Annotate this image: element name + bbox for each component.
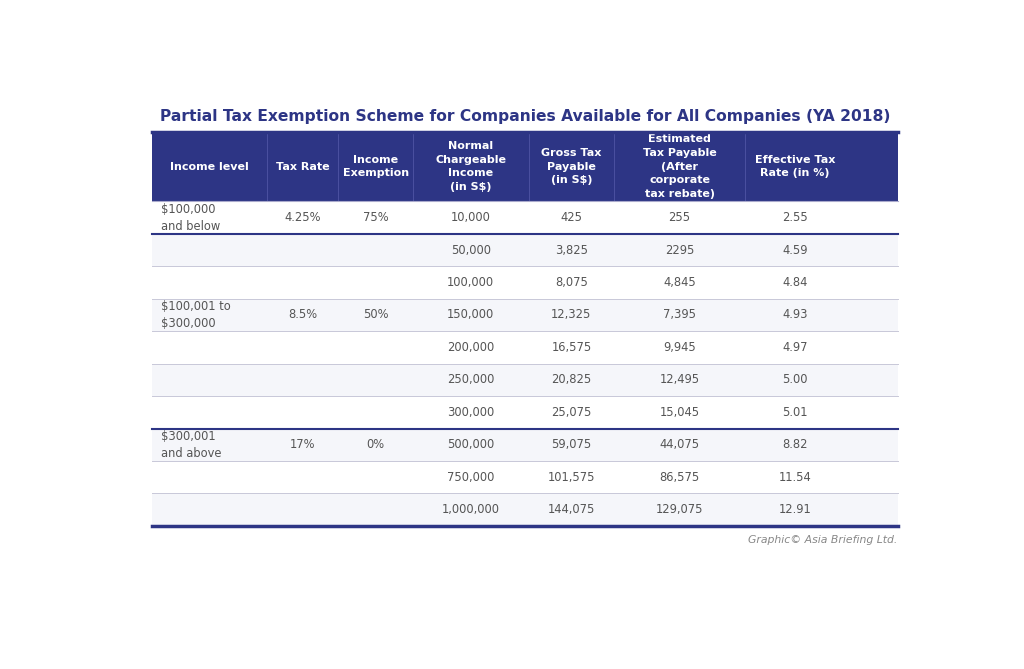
Text: 12.91: 12.91 [779, 503, 812, 516]
Text: 4.97: 4.97 [782, 341, 808, 354]
Text: Effective Tax
Rate (in %): Effective Tax Rate (in %) [755, 155, 836, 179]
Text: 50,000: 50,000 [451, 244, 490, 256]
Text: 20,825: 20,825 [551, 373, 592, 386]
Text: 5.00: 5.00 [782, 373, 808, 386]
Bar [152, 494, 898, 526]
Bar [152, 298, 898, 331]
Bar [152, 331, 898, 364]
Bar [152, 201, 898, 233]
Text: 2.55: 2.55 [782, 211, 808, 224]
Text: 1,000,000: 1,000,000 [441, 503, 500, 516]
Text: 250,000: 250,000 [447, 373, 495, 386]
Text: 8,075: 8,075 [555, 276, 588, 289]
Text: 4.93: 4.93 [782, 308, 808, 321]
Text: 0%: 0% [367, 438, 385, 451]
Text: 4.59: 4.59 [782, 244, 808, 256]
Text: 255: 255 [669, 211, 690, 224]
Text: Income level: Income level [170, 162, 249, 171]
Text: 150,000: 150,000 [447, 308, 495, 321]
Text: 425: 425 [560, 211, 583, 224]
Text: 50%: 50% [362, 308, 388, 321]
Text: 8.82: 8.82 [782, 438, 808, 451]
Text: 15,045: 15,045 [659, 406, 699, 419]
Text: 86,575: 86,575 [659, 471, 699, 484]
Text: 11.54: 11.54 [779, 471, 812, 484]
Text: Partial Tax Exemption Scheme for Companies Available for All Companies (YA 2018): Partial Tax Exemption Scheme for Compani… [160, 109, 890, 124]
Text: $300,001
and above: $300,001 and above [162, 429, 222, 460]
Text: 4.25%: 4.25% [285, 211, 322, 224]
Text: 500,000: 500,000 [447, 438, 495, 451]
Text: Gross Tax
Payable
(in S$): Gross Tax Payable (in S$) [542, 148, 602, 185]
Bar [152, 266, 898, 298]
Text: 9,945: 9,945 [664, 341, 696, 354]
Text: 59,075: 59,075 [551, 438, 592, 451]
Text: 4.84: 4.84 [782, 276, 808, 289]
Text: 17%: 17% [290, 438, 315, 451]
Bar [152, 132, 898, 201]
Text: 200,000: 200,000 [447, 341, 495, 354]
Text: 25,075: 25,075 [551, 406, 592, 419]
Text: 750,000: 750,000 [447, 471, 495, 484]
Text: 7,395: 7,395 [664, 308, 696, 321]
Text: 144,075: 144,075 [548, 503, 595, 516]
Bar [152, 461, 898, 494]
Bar [152, 233, 898, 266]
Text: Tax Rate: Tax Rate [276, 162, 330, 171]
Text: 8.5%: 8.5% [289, 308, 317, 321]
Text: $100,000
and below: $100,000 and below [162, 203, 220, 233]
Text: 129,075: 129,075 [655, 503, 703, 516]
Text: 16,575: 16,575 [551, 341, 592, 354]
Text: 44,075: 44,075 [659, 438, 699, 451]
Text: 12,495: 12,495 [659, 373, 699, 386]
Text: 12,325: 12,325 [551, 308, 592, 321]
Text: 5.01: 5.01 [782, 406, 808, 419]
Bar [152, 429, 898, 461]
Text: Income
Exemption: Income Exemption [343, 155, 409, 179]
Text: 2295: 2295 [665, 244, 694, 256]
Text: Estimated
Tax Payable
(After
corporate
tax rebate): Estimated Tax Payable (After corporate t… [643, 134, 717, 199]
Text: 75%: 75% [362, 211, 388, 224]
Bar [152, 364, 898, 396]
Bar [152, 396, 898, 429]
Text: 300,000: 300,000 [447, 406, 495, 419]
Text: 101,575: 101,575 [548, 471, 595, 484]
Text: 3,825: 3,825 [555, 244, 588, 256]
Text: 10,000: 10,000 [451, 211, 490, 224]
Text: Graphic© Asia Briefing Ltd.: Graphic© Asia Briefing Ltd. [749, 535, 898, 545]
Text: 4,845: 4,845 [664, 276, 696, 289]
Text: 100,000: 100,000 [447, 276, 495, 289]
Text: $100,001 to
$300,000: $100,001 to $300,000 [162, 300, 231, 330]
Text: Normal
Chargeable
Income
(in S$): Normal Chargeable Income (in S$) [435, 141, 506, 192]
